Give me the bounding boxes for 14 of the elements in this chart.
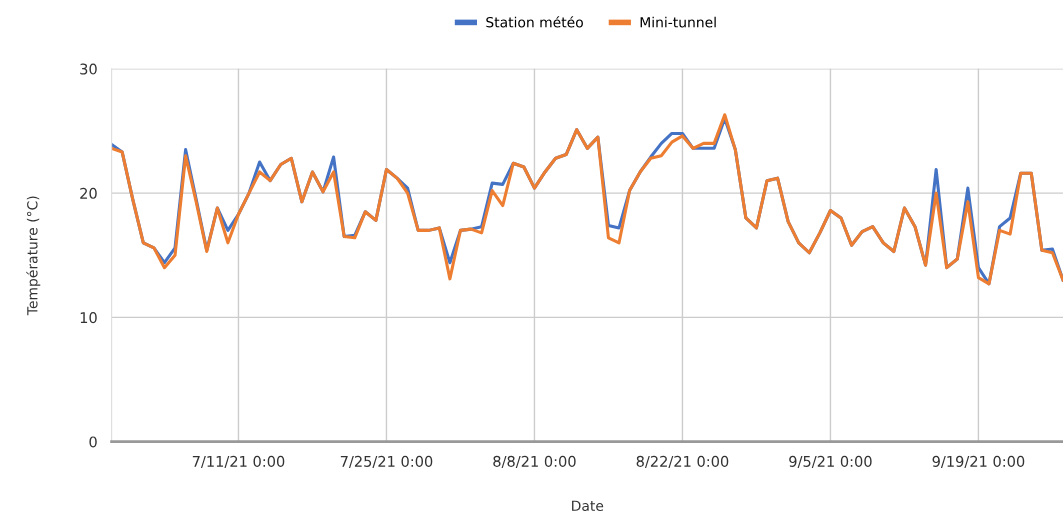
y-tick-label: 30 <box>80 63 97 75</box>
x-axis-title: Date <box>572 500 604 512</box>
x-tick-label: 7/11/21 0:00 <box>192 455 285 469</box>
x-tick-label: 8/22/21 0:00 <box>636 455 729 469</box>
legend-label: Mini-tunnel <box>640 16 716 28</box>
x-tick-label: 8/8/21 0:00 <box>493 455 576 469</box>
y-tick-label: 10 <box>80 312 97 324</box>
y-tick-label: 20 <box>80 187 97 199</box>
y-axis-title: Température (°C) <box>26 196 41 316</box>
x-tick-label: 9/5/21 0:00 <box>789 455 872 469</box>
legend-label: Station météo <box>486 16 583 28</box>
x-tick-label: 9/19/21 0:00 <box>932 455 1025 469</box>
y-tick-label: 0 <box>89 436 97 448</box>
x-tick-label: 7/25/21 0:00 <box>340 455 433 469</box>
